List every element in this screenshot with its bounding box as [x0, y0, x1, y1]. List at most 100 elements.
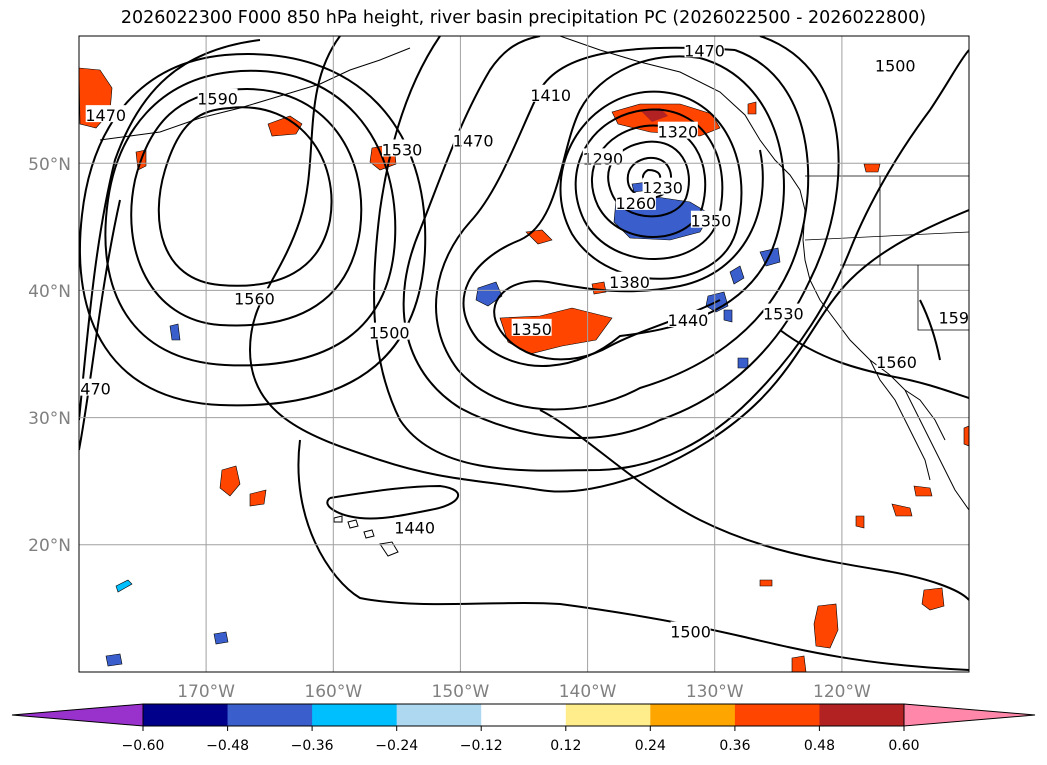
lon-label: 170°W	[177, 682, 235, 702]
colorbar-tick-label: 0.48	[804, 738, 835, 754]
precip-positive-region	[249, 489, 267, 507]
longitude-labels: 170°W 160°W 150°W 140°W 130°W 120°W	[177, 682, 871, 702]
map-title: 2026022300 F000 850 hPa height, river ba…	[120, 8, 927, 28]
precip-positive-region-dark	[640, 108, 668, 122]
precip-positive-region	[855, 515, 865, 529]
contour-label-background	[938, 307, 969, 325]
colorbar-box	[227, 704, 313, 726]
contour-label-background	[642, 177, 683, 195]
contour-label: 1590	[197, 90, 238, 109]
contour-label: 1350	[511, 320, 552, 339]
precip-positive-region	[591, 281, 607, 295]
contour-label: 1440	[668, 311, 709, 330]
colorbar-tick-label: 0.60	[888, 738, 919, 754]
contour-label-background	[79, 378, 111, 396]
contour-label-background	[197, 88, 238, 106]
colorbar-box	[565, 704, 651, 726]
alaska-coast	[559, 36, 806, 241]
contour-label: 1560	[234, 289, 275, 308]
contour-label-background	[234, 288, 275, 306]
precip-negative-region	[723, 309, 733, 323]
colorbar-tick-label: 0.12	[550, 738, 581, 754]
contour-1590	[919, 299, 941, 361]
state-border	[917, 265, 969, 331]
colorbar-tick-label: −0.60	[122, 738, 165, 754]
precip-positive-region	[813, 603, 839, 649]
contour-label-background	[657, 121, 698, 139]
contour-label-background	[453, 130, 494, 148]
contour-label: 1440	[394, 518, 435, 537]
contour-line	[79, 39, 261, 421]
colorbar-tick-label: −0.12	[460, 738, 503, 754]
aleutian-islands	[99, 47, 411, 141]
gulf-of-california	[904, 389, 946, 441]
precip-positive-region	[791, 655, 807, 672]
contour-1380	[493, 149, 764, 361]
contour-label: 1380	[609, 273, 650, 292]
colorbar-outline	[142, 703, 905, 727]
lat-label: 30°N	[28, 409, 71, 429]
precip-negative-region	[729, 265, 745, 285]
lat-label: 40°N	[28, 282, 71, 302]
colorbar-box	[481, 704, 567, 726]
contour-1470-south	[326, 484, 460, 520]
contour-ring	[79, 53, 427, 407]
contour-1560	[779, 329, 969, 399]
precip-positive-region	[219, 465, 241, 497]
contour-label: 1290	[582, 149, 623, 168]
contour-ring	[157, 106, 333, 287]
contour-1530	[248, 36, 969, 493]
contour-1500-se	[539, 409, 969, 601]
contour-label: 1500	[670, 623, 711, 642]
precip-negative-region	[169, 323, 181, 341]
contour-label: 1560	[876, 353, 917, 372]
contour-label-background	[530, 84, 571, 102]
contour-ring	[559, 90, 743, 280]
colorbar-boxes	[143, 704, 905, 726]
contour-label: 1530	[763, 305, 804, 324]
contour-ring	[104, 69, 397, 367]
colorbar-box	[819, 704, 905, 726]
lat-label: 50°N	[28, 155, 71, 175]
colorbar-box	[396, 704, 482, 726]
colorbar: −0.60 −0.48 −0.36 −0.24 −0.12 0.12 0.24 …	[11, 703, 1036, 754]
latitude-labels: 20°N 30°N 40°N 50°N	[28, 155, 71, 556]
contour-label-background	[763, 303, 804, 321]
gridlines	[79, 36, 969, 672]
map-frame	[78, 35, 970, 673]
contour-label-background	[394, 517, 435, 535]
lat-label: 20°N	[28, 536, 71, 556]
colorbar-tick-labels: −0.60 −0.48 −0.36 −0.24 −0.12 0.12 0.24 …	[122, 738, 920, 754]
colorbar-tick-label: 0.36	[719, 738, 750, 754]
contour-labels: 1470 1590 1530 1470 1410 1470 1500 1320 1290 1230…	[79, 40, 969, 642]
colorbar-box	[312, 704, 398, 726]
contour-label-background	[369, 322, 410, 340]
hawaii-island	[379, 541, 399, 557]
precip-positive-region	[963, 425, 969, 447]
precip-negative-region	[115, 579, 133, 593]
colorbar-extend-min	[11, 703, 144, 727]
precip-positive-region	[913, 485, 933, 497]
contour-label-background	[582, 148, 623, 166]
precip-positive-region	[525, 229, 553, 245]
precip-positive-region	[863, 163, 881, 173]
contour-label-background	[690, 210, 731, 228]
contour-label-background	[615, 192, 656, 210]
colorbar-box	[143, 704, 229, 726]
contour-label-background	[381, 139, 422, 157]
contour-label-background	[670, 621, 711, 639]
precip-positive-region	[891, 503, 913, 517]
hawaii-oahu	[347, 519, 359, 529]
contour-label-background	[876, 351, 917, 369]
precip-negative-region	[737, 357, 749, 369]
contour-1410	[462, 55, 785, 367]
contour-label: 1230	[642, 179, 683, 198]
contour-label: 1500	[875, 57, 916, 76]
state-border	[804, 231, 969, 241]
precip-positive-region	[921, 587, 945, 611]
contour-1500	[373, 36, 969, 472]
baja-california	[869, 359, 931, 481]
colorbar-box	[650, 704, 736, 726]
contour-label: 1470	[684, 41, 725, 60]
